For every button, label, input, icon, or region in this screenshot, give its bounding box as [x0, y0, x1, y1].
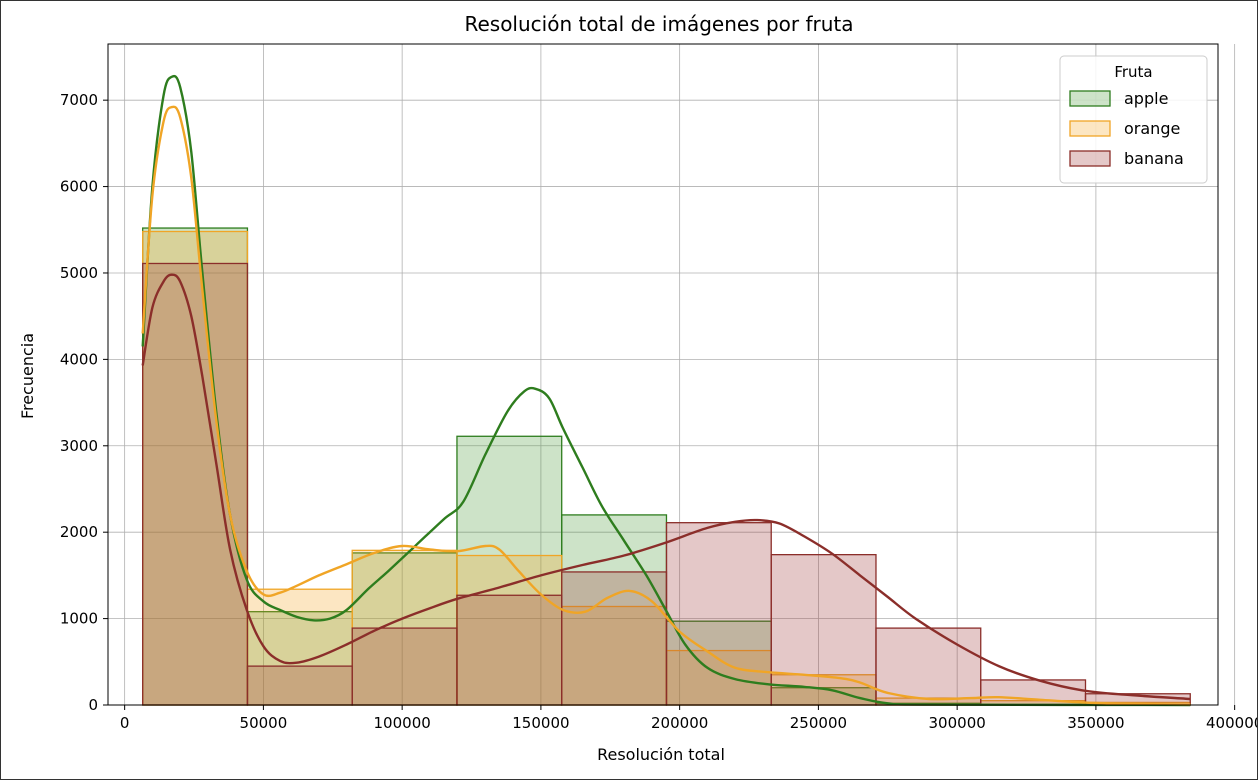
bar-banana	[457, 595, 562, 705]
x-tick-label: 350000	[1067, 714, 1124, 732]
legend-label-apple: apple	[1124, 89, 1168, 108]
bar-banana	[247, 666, 352, 705]
y-tick-label: 2000	[60, 523, 98, 541]
x-tick-label: 100000	[374, 714, 431, 732]
x-tick-label: 300000	[929, 714, 986, 732]
bar-banana	[562, 572, 667, 705]
legend-label-orange: orange	[1124, 119, 1180, 138]
legend-title: Fruta	[1114, 63, 1152, 81]
legend-swatch-banana	[1070, 151, 1110, 166]
y-axis-label: Frecuencia	[18, 333, 37, 419]
x-tick-label: 150000	[512, 714, 569, 732]
y-tick-label: 5000	[60, 264, 98, 282]
x-tick-label: 200000	[651, 714, 708, 732]
legend-swatch-orange	[1070, 121, 1110, 136]
x-tick-label: 50000	[240, 714, 288, 732]
y-tick-label: 0	[88, 696, 98, 714]
bar-banana	[352, 628, 457, 705]
y-tick-label: 1000	[60, 610, 98, 628]
bar-banana	[666, 523, 771, 705]
y-tick-label: 4000	[60, 350, 98, 368]
legend-swatch-apple	[1070, 91, 1110, 106]
legend: Fruta apple orange banana	[1060, 56, 1207, 183]
x-tick-label: 0	[120, 714, 130, 732]
y-tick-label: 7000	[60, 91, 98, 109]
x-axis-label: Resolución total	[597, 745, 725, 764]
x-tick-label: 250000	[790, 714, 847, 732]
legend-label-banana: banana	[1124, 149, 1184, 168]
chart-title: Resolución total de imágenes por fruta	[464, 12, 853, 36]
y-tick-label: 6000	[60, 178, 98, 196]
y-tick-label: 3000	[60, 437, 98, 455]
histogram-bars	[143, 228, 1191, 705]
